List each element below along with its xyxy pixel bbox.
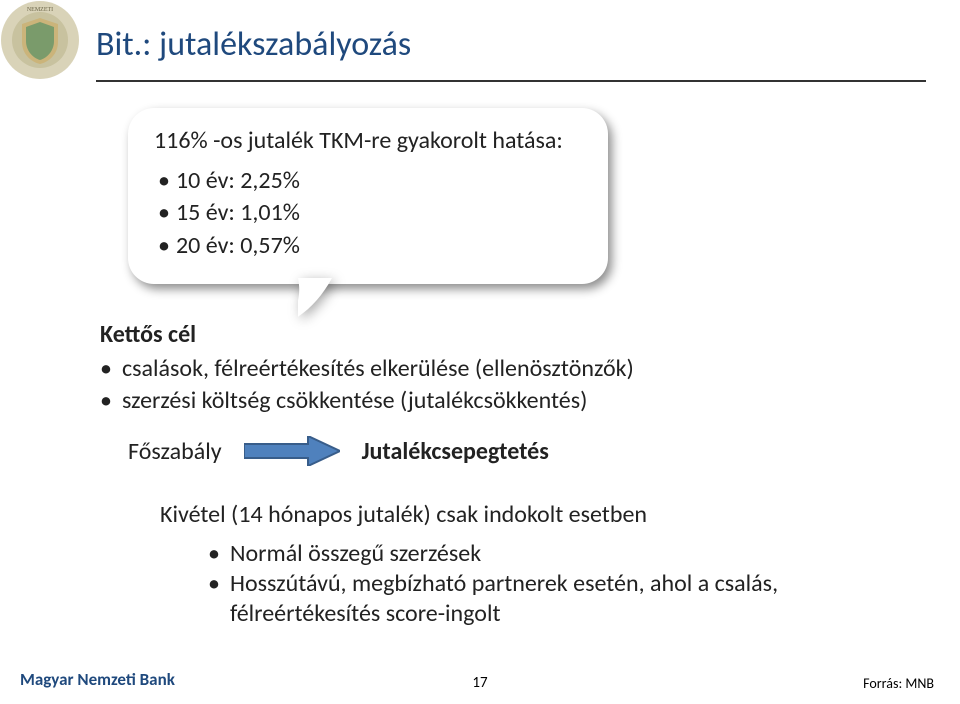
dual-goal-list: csalások, félreértékesítés elkerülése (e… [100, 353, 900, 418]
title-divider [96, 80, 926, 82]
page-number: 17 [0, 674, 960, 692]
rule-right: Jutalékcsepegtetés [362, 437, 549, 466]
callout-list: 10 év: 2,25% 15 év: 1,01% 20 év: 0,57% [154, 165, 582, 262]
dual-goal-item: szerzési költség csökkentése (jutalékcsö… [100, 385, 900, 417]
arrow-right-icon [244, 436, 340, 466]
dual-goal: Kettős cél csalások, félreértékesítés el… [100, 320, 900, 418]
callout-item: 15 év: 1,01% [158, 197, 582, 229]
callout-heading: 116% -os jutalék TKM-re gyakorolt hatása… [154, 126, 582, 155]
callout-item: 20 év: 0,57% [158, 230, 582, 262]
callout-item: 10 év: 2,25% [158, 165, 582, 197]
rule-row: Főszabály Jutalékcsepegtetés [128, 436, 549, 466]
exception-item: Hosszútávú, megbízható partnerek esetén,… [208, 569, 900, 629]
mnb-logo: NEMZETI [0, 0, 80, 80]
exception-list: Normál összegű szerzések Hosszútávú, meg… [208, 539, 900, 629]
page-title: Bit.: jutalékszabályozás [96, 24, 411, 65]
exception-line: Kivétel (14 hónapos jutalék) csak indoko… [160, 500, 900, 529]
rule-left: Főszabály [128, 437, 222, 466]
callout: 116% -os jutalék TKM-re gyakorolt hatása… [128, 108, 608, 284]
exception-block: Kivétel (14 hónapos jutalék) csak indoko… [160, 500, 900, 629]
slide: NEMZETI Bit.: jutalékszabályozás 116% -o… [0, 0, 960, 704]
exception-item: Normál összegű szerzések [208, 539, 900, 569]
dual-goal-item: csalások, félreértékesítés elkerülése (e… [100, 353, 900, 385]
dual-goal-heading: Kettős cél [100, 320, 900, 349]
svg-text:NEMZETI: NEMZETI [27, 7, 53, 13]
callout-box: 116% -os jutalék TKM-re gyakorolt hatása… [128, 108, 608, 284]
footer-right: Forrás: MNB [863, 675, 934, 692]
